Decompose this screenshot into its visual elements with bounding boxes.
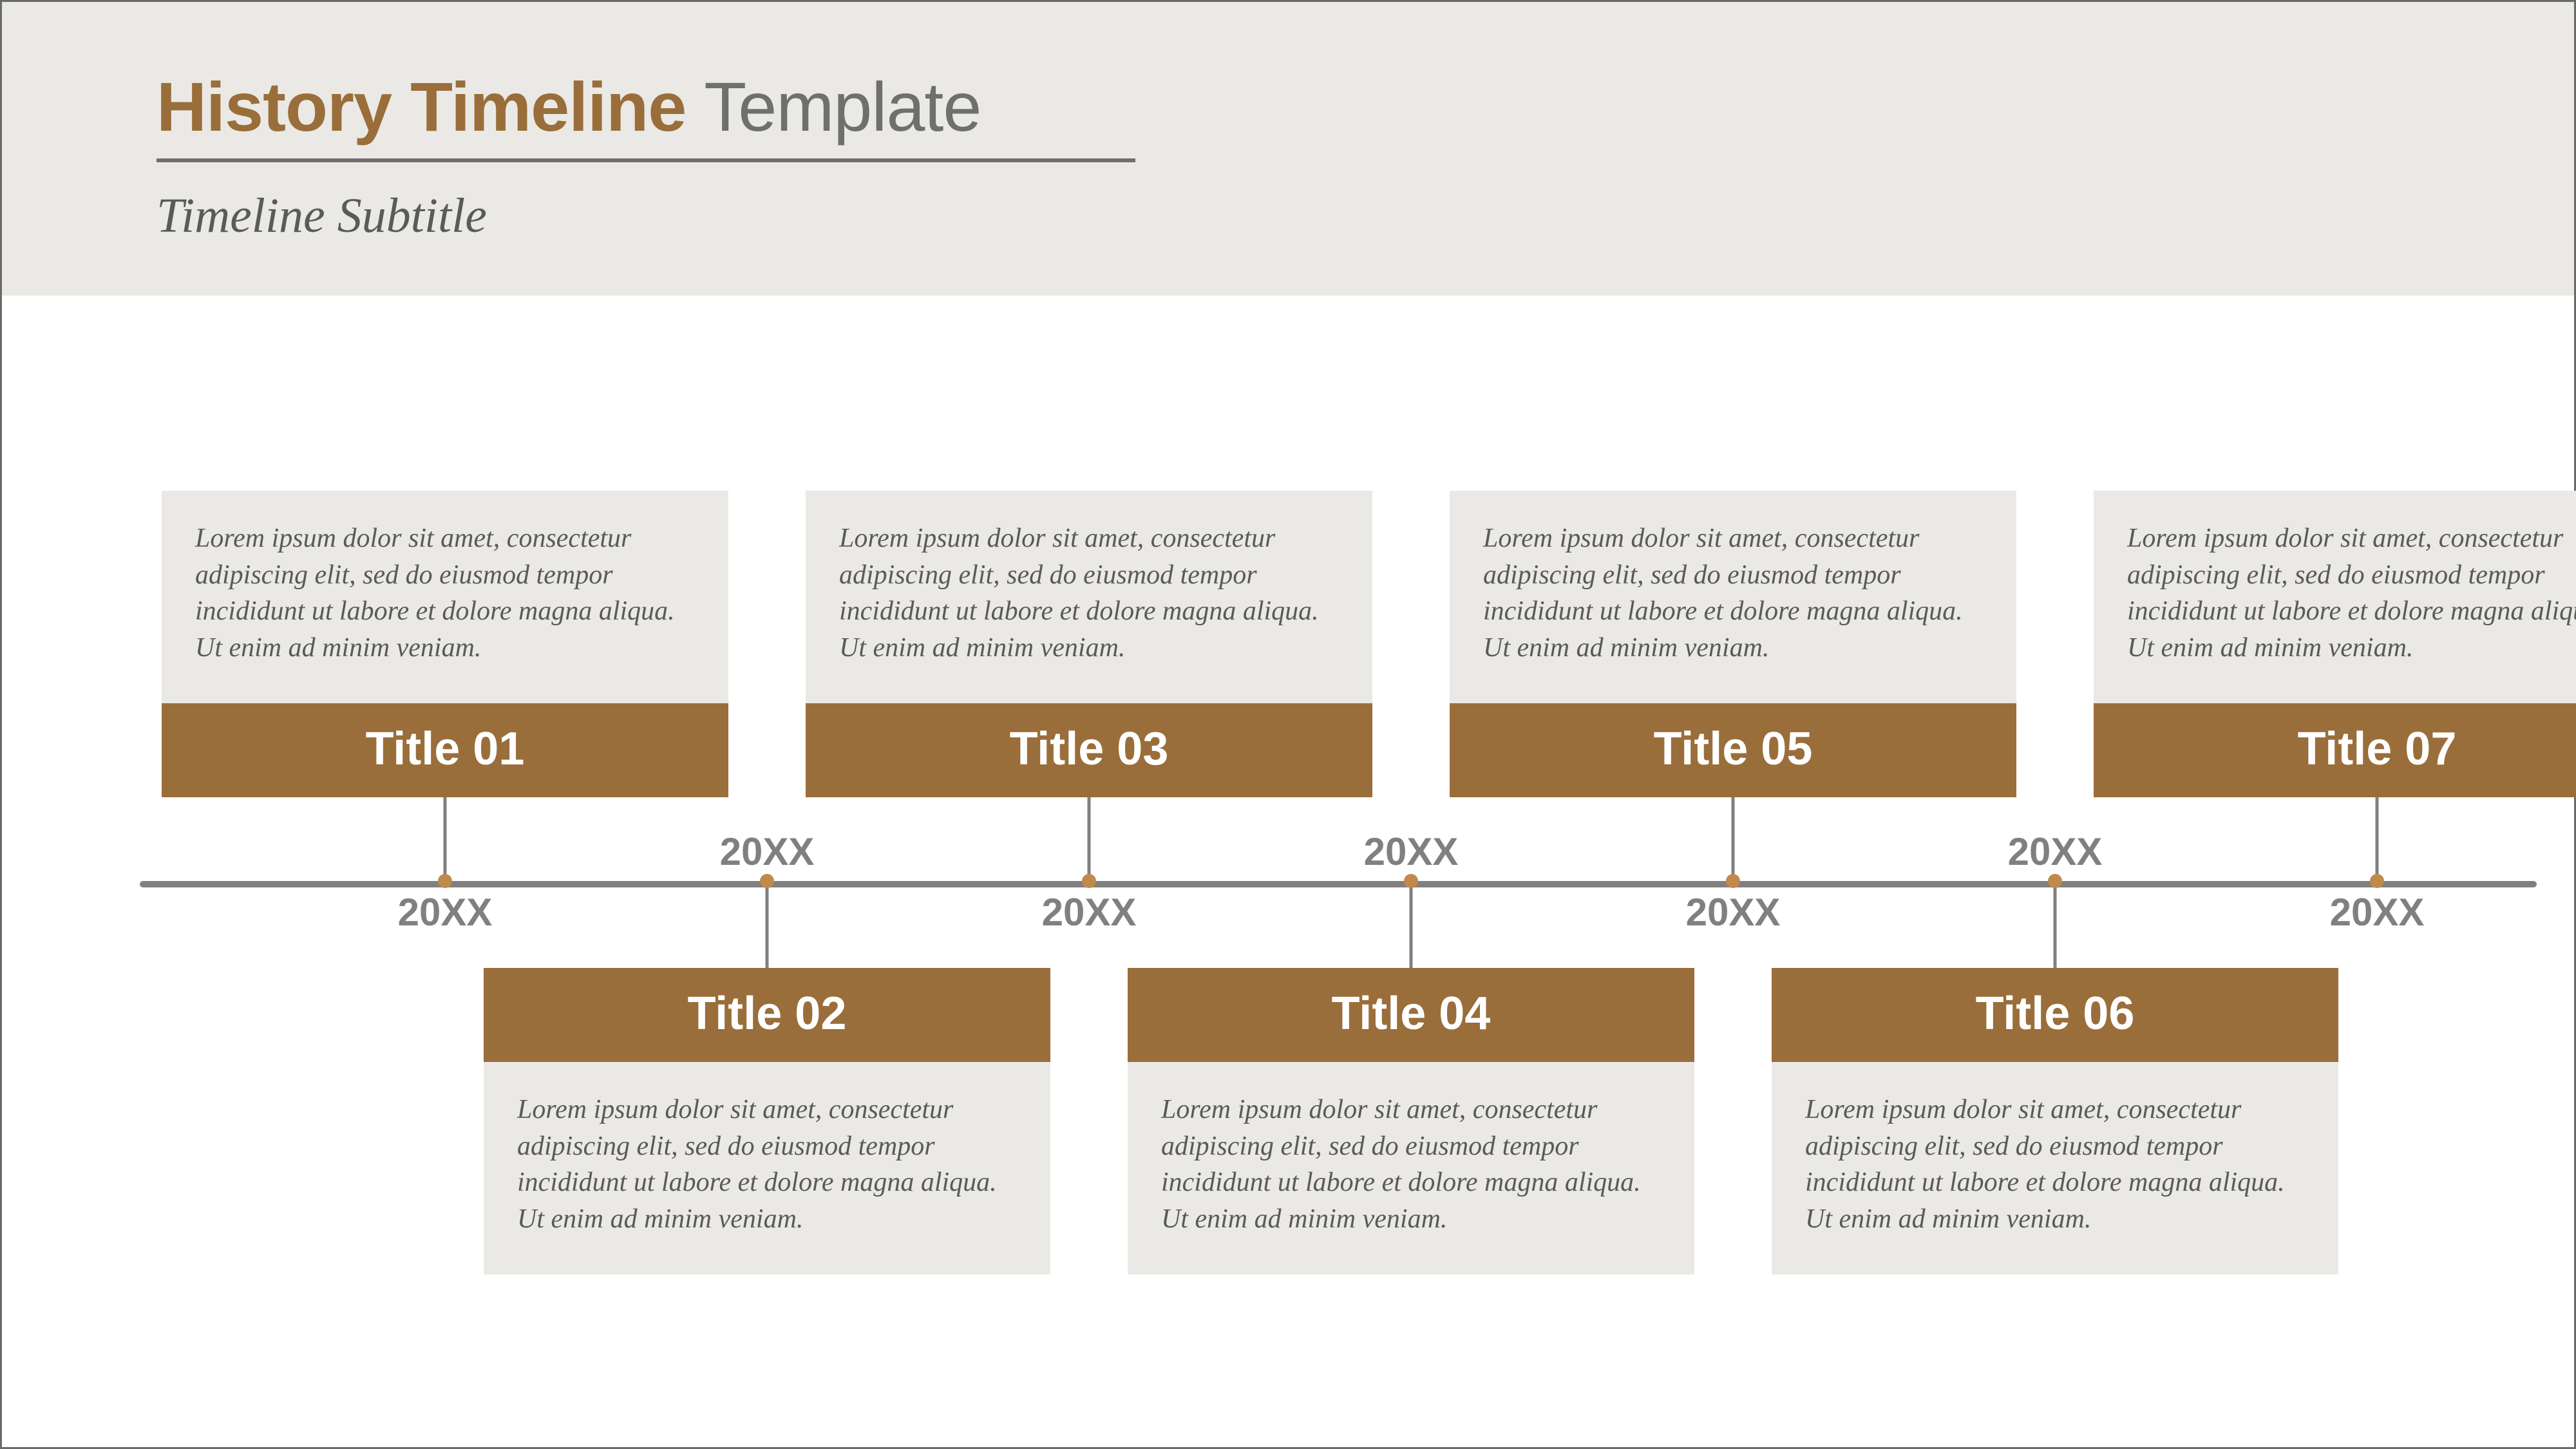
event-year: 20XX [2008,829,2103,874]
event-card: Title 04Lorem ipsum dolor sit amet, cons… [1128,968,1694,1274]
timeline-dot-icon [2048,874,2062,888]
timeline-dot-icon [438,874,452,888]
connector-line [1088,797,1091,881]
event-year: 20XX [1364,829,1459,874]
event-year: 20XX [720,829,815,874]
event-description: Lorem ipsum dolor sit amet, consectetur … [2094,491,2576,703]
event-description: Lorem ipsum dolor sit amet, consectetur … [1128,1062,1694,1274]
event-card: Title 06Lorem ipsum dolor sit amet, cons… [1772,968,2338,1274]
title-light: Template [704,66,981,147]
page-subtitle: Timeline Subtitle [156,188,2574,244]
connector-line [1732,797,1735,881]
title-bold: History Timeline [156,66,686,147]
connector-line [444,797,447,881]
timeline-dot-icon [1082,874,1096,888]
timeline-dot-icon [2370,874,2384,888]
timeline-event: Lorem ipsum dolor sit amet, consectetur … [2094,395,2576,881]
connector-line [766,881,769,968]
event-title: Title 07 [2094,703,2576,797]
event-card: Lorem ipsum dolor sit amet, consectetur … [2094,491,2576,797]
header-band: History Timeline Template Timeline Subti… [2,2,2574,296]
event-description: Lorem ipsum dolor sit amet, consectetur … [484,1062,1050,1274]
connector-line [2054,881,2057,968]
event-card: Title 02Lorem ipsum dolor sit amet, cons… [484,968,1050,1274]
title-underline [156,158,1135,162]
event-title: Title 02 [484,968,1050,1062]
page-title: History Timeline Template [156,66,2574,147]
event-title: Title 06 [1772,968,2338,1062]
timeline-dot-icon [1726,874,1740,888]
connector-line [2376,797,2379,881]
event-title: Title 04 [1128,968,1694,1062]
connector-line [1410,881,1413,968]
timeline-dot-icon [760,874,774,888]
event-description: Lorem ipsum dolor sit amet, consectetur … [1772,1062,2338,1274]
timeline: Lorem ipsum dolor sit amet, consectetur … [2,395,2574,1447]
timeline-dot-icon [1404,874,1418,888]
